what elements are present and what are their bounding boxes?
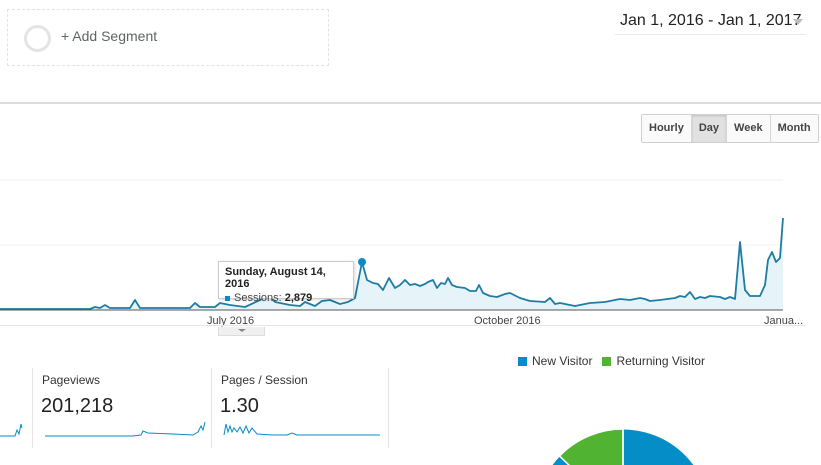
metric-value: 201,218: [41, 395, 114, 417]
chart-bottom-divider: [0, 325, 805, 326]
tooltip-metric-value: 2,879: [284, 292, 313, 304]
segment-circle-icon: [24, 25, 51, 52]
series-swatch-icon: [225, 295, 230, 301]
legend-returning-visitor[interactable]: Returning Visitor: [602, 354, 705, 368]
tooltip-metric-label: Sessions:: [234, 292, 282, 304]
legend-new-visitor[interactable]: New Visitor: [518, 354, 592, 368]
granularity-hourly-button[interactable]: Hourly: [642, 115, 692, 142]
legend-label: New Visitor: [532, 354, 593, 368]
pie-legend: New Visitor Returning Visitor: [518, 354, 715, 368]
date-range-label: Jan 1, 2016 - Jan 1, 2017: [620, 12, 802, 29]
caret-down-icon: [793, 19, 803, 25]
add-segment-label[interactable]: + Add Segment: [61, 28, 158, 44]
metric-pageviews[interactable]: Pageviews 201,218: [32, 368, 207, 448]
add-segment-box[interactable]: + Add Segment: [7, 9, 329, 66]
metric-label: Pageviews: [42, 373, 101, 387]
section-divider: [0, 102, 821, 104]
x-axis-label-july: July 2016: [207, 315, 255, 327]
x-axis-label-october: October 2016: [474, 315, 541, 327]
granularity-toggle: Hourly Day Week Month: [641, 114, 819, 143]
chart-plot: [0, 179, 784, 311]
sessions-line-chart[interactable]: Sunday, August 14, 2016 Sessions: 2,879 …: [0, 170, 821, 340]
granularity-day-button[interactable]: Day: [691, 115, 728, 142]
visitor-pie-chart[interactable]: 13.5%: [535, 385, 715, 465]
granularity-week-button[interactable]: Week: [727, 115, 771, 142]
legend-swatch-icon: [602, 356, 612, 366]
pie-slice-label: 13.5%: [580, 404, 603, 413]
sessions-sparkline: [0, 423, 23, 437]
pages-per-session-sparkline: [223, 423, 380, 436]
tooltip-date: Sunday, August 14, 2016: [225, 266, 326, 290]
pageviews-sparkline: [45, 421, 206, 437]
chart-expand-handle[interactable]: [218, 327, 265, 336]
x-axis-label-january: Janua...: [764, 315, 804, 327]
date-range-picker[interactable]: Jan 1, 2016 - Jan 1, 2017: [615, 9, 806, 35]
legend-swatch-icon: [518, 356, 527, 366]
chart-tooltip: Sunday, August 14, 2016 Sessions: 2,879: [218, 261, 354, 304]
metric-label: Pages / Session: [221, 373, 308, 387]
metric-pages-per-session[interactable]: Pages / Session 1.30: [211, 368, 389, 448]
granularity-month-button[interactable]: Month: [770, 115, 818, 142]
metric-value: 1.30: [220, 395, 259, 417]
legend-label: Returning Visitor: [616, 354, 705, 368]
